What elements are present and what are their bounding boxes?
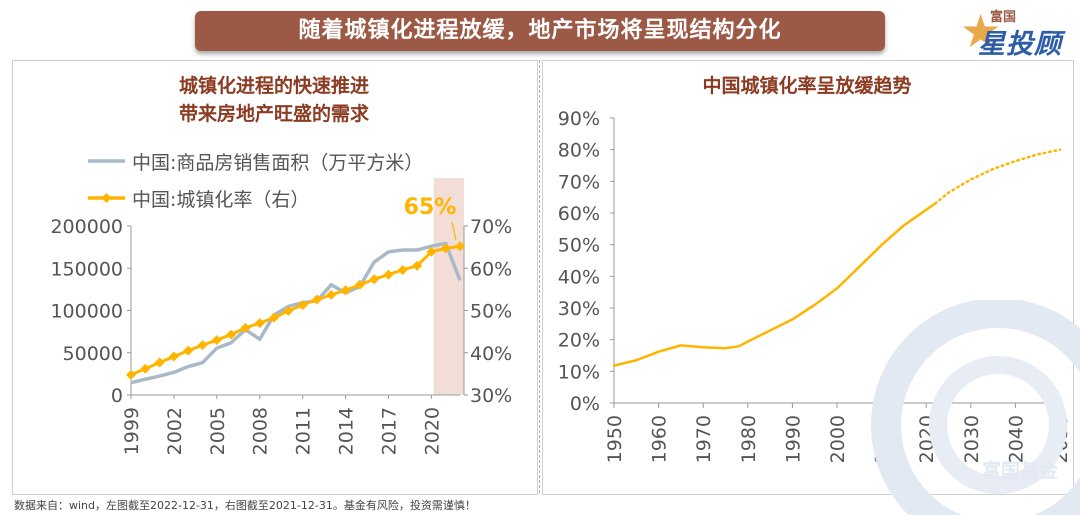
right-y-tick-label: 50% [470, 301, 512, 323]
urbanization-actual-line [612, 202, 937, 367]
urbanization-point [455, 241, 465, 252]
watermark-inner-ring [929, 356, 1067, 494]
right-chart-x-tick-label: 2000 [827, 415, 849, 463]
left-x-tick-label: 2011 [293, 407, 315, 455]
right-chart-x-tick-label: 1990 [782, 415, 804, 463]
page-title-banner: 随着城镇化进程放缓，地产市场将呈现结构分化 [195, 11, 885, 51]
left-chart-title-line1: 城镇化进程的快速推进 [178, 75, 369, 97]
fuguo-watermark: 富国基金 [871, 300, 1080, 515]
footer-disclaimer: 数据来自：wind，左图截至2022-12-31，右图截至2021-12-31。… [14, 499, 476, 512]
right-chart-y-tick-label: 30% [558, 298, 600, 320]
right-chart-panel [542, 60, 1074, 495]
left-x-tick-label: 2002 [164, 407, 186, 455]
urbanization-point [311, 294, 322, 305]
highlight-band [433, 178, 464, 395]
urbanization-point [211, 335, 222, 346]
urbanization-point [354, 279, 365, 290]
left-x-tick-label: 2008 [250, 407, 272, 455]
right-chart-y-tick-label: 20% [558, 330, 600, 352]
legend-label-sales-area: 中国:商品房销售面积（万平方米） [132, 152, 424, 174]
urbanization-point [426, 246, 437, 257]
left-x-tick-label: 2005 [207, 407, 229, 455]
right-chart-y-tick-label: 60% [558, 203, 600, 225]
right-chart-y-tick-label: 0% [570, 393, 600, 415]
urbanization-point [269, 312, 280, 323]
right-chart-x-tick-label: 1970 [693, 415, 715, 463]
annotation-leader-line [451, 221, 457, 241]
right-y-tick-label: 60% [470, 258, 512, 280]
urbanization-rate-line [130, 244, 461, 377]
urbanization-point [226, 329, 237, 340]
urbanization-point [154, 357, 165, 368]
urbanization-point [412, 260, 423, 271]
left-y-tick-label: 100000 [50, 301, 123, 323]
watermark-text: 富国基金 [982, 459, 1059, 482]
right-y-tick-label: 40% [470, 343, 512, 365]
urbanization-point [283, 305, 294, 316]
right-y-tick-label: 30% [470, 385, 512, 407]
panel-divider [539, 60, 540, 493]
right-chart-x-tick-label: 1950 [604, 415, 626, 463]
urbanization-point [254, 318, 265, 329]
urbanization-point [383, 269, 394, 280]
urbanization-point [397, 264, 408, 275]
annotation-65-label: 65% [404, 195, 457, 220]
left-x-tick-label: 2014 [336, 407, 358, 455]
right-chart-x-tick-label: 1980 [738, 415, 760, 463]
right-chart-y-tick-label: 70% [558, 171, 600, 193]
sales-area-line [130, 241, 462, 385]
urbanization-point [240, 322, 251, 333]
right-y-tick-label: 70% [470, 216, 512, 238]
right-chart-y-tick-label: 40% [558, 266, 600, 288]
urbanization-point [126, 369, 136, 380]
left-chart-title: 城镇化进程的快速推进 带来房地产旺盛的需求 [12, 72, 536, 128]
urbanization-point [297, 300, 308, 311]
right-chart-title: 中国城镇化率呈放缓趋势 [702, 75, 912, 97]
logo-top-text: 富国 [990, 10, 1017, 25]
left-x-tick-label: 1999 [121, 407, 143, 455]
left-x-tick-label: 2017 [378, 407, 400, 455]
right-chart-y-tick-label: 10% [558, 361, 600, 383]
left-y-tick-label: 50000 [63, 343, 123, 365]
left-y-tick-label: 200000 [50, 216, 123, 238]
urbanization-point [183, 345, 194, 356]
left-x-tick-label: 2020 [421, 407, 443, 455]
left-chart-panel [12, 60, 538, 495]
right-chart-x-tick-label: 2040 [1005, 415, 1027, 463]
right-chart-y-tick-label: 90% [558, 108, 600, 130]
right-chart-y-tick-label: 50% [558, 235, 600, 257]
urbanization-point [168, 351, 179, 362]
watermark-ring [871, 300, 1080, 515]
urbanization-point [326, 289, 337, 300]
left-y-tick-label: 0 [111, 385, 123, 407]
brand-logo: ★ 富国 星投顾 [958, 2, 1073, 60]
right-chart-x-tick-label: 2030 [961, 415, 983, 463]
urbanization-forecast-line [933, 148, 1062, 205]
right-chart-x-tick-label: 1960 [649, 415, 671, 463]
urbanization-point [440, 243, 451, 254]
urbanization-point [369, 274, 380, 285]
logo-main-text: 星投顾 [978, 29, 1062, 60]
legend-label-urbanization: 中国:城镇化率（右） [132, 189, 310, 211]
left-y-tick-label: 150000 [50, 258, 123, 280]
star-icon: ★ [960, 4, 1002, 58]
right-chart-y-tick-label: 80% [558, 140, 600, 162]
urbanization-point [197, 340, 208, 351]
left-chart-title-line2: 带来房地产旺盛的需求 [178, 103, 369, 125]
urbanization-point [140, 363, 151, 374]
urbanization-point [340, 285, 351, 296]
